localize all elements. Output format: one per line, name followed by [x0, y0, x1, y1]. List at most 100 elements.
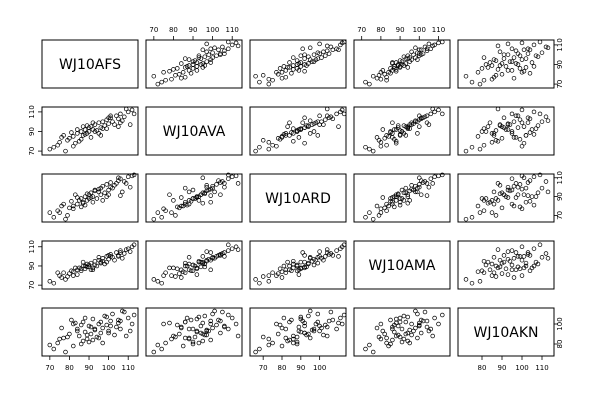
data-point: [317, 328, 322, 334]
data-point: [501, 259, 507, 265]
variable-label: WJ10AMA: [368, 258, 435, 274]
data-point: [521, 265, 527, 271]
data-point: [513, 113, 519, 119]
data-point: [216, 253, 221, 258]
data-point: [186, 57, 192, 62]
data-point: [307, 45, 313, 51]
tick-label: 70: [556, 80, 564, 89]
data-point: [392, 204, 397, 210]
panels: WJ10AFS WJ10AVA WJ10ARD WJ10AMA WJ10AKN: [41, 39, 555, 357]
data-point: [67, 205, 72, 211]
data-point: [395, 332, 401, 338]
data-point: [266, 342, 272, 348]
data-point: [69, 130, 74, 135]
data-point: [334, 326, 339, 332]
data-point: [341, 312, 347, 318]
data-point: [216, 317, 221, 323]
data-point: [436, 40, 441, 46]
data-point: [519, 40, 525, 46]
data-point: [112, 183, 117, 188]
data-point: [533, 259, 539, 265]
data-point: [509, 262, 515, 268]
data-point: [497, 49, 503, 55]
data-point: [511, 135, 517, 140]
data-point: [123, 181, 129, 186]
data-point: [378, 143, 384, 149]
data-point: [304, 332, 309, 338]
tick-label: 100: [515, 364, 528, 372]
data-point: [100, 119, 105, 124]
data-point: [194, 272, 200, 277]
data-point: [279, 343, 285, 349]
data-point: [260, 138, 266, 143]
data-point: [338, 315, 343, 321]
data-point: [75, 127, 80, 132]
data-point: [440, 39, 445, 45]
data-point: [515, 113, 521, 119]
data-point: [384, 77, 389, 83]
data-point: [491, 201, 497, 207]
data-point: [397, 315, 403, 321]
data-point: [188, 199, 194, 204]
data-point: [481, 198, 487, 203]
data-point: [413, 189, 418, 195]
data-point: [323, 117, 328, 122]
data-point: [222, 184, 227, 190]
data-point: [411, 328, 416, 334]
panel-4-4: WJ10AKN: [457, 307, 555, 357]
data-point: [384, 142, 389, 148]
data-point: [179, 61, 184, 66]
data-point: [102, 190, 107, 196]
data-point: [422, 179, 428, 184]
panel-1-3: [353, 106, 451, 156]
data-point: [380, 328, 386, 334]
data-point: [311, 59, 317, 64]
data-point: [317, 113, 322, 119]
data-point: [317, 51, 322, 56]
data-point: [509, 46, 515, 52]
data-point: [392, 322, 397, 328]
data-point: [88, 135, 94, 140]
data-point: [96, 335, 102, 341]
data-point: [507, 59, 513, 64]
panel-frame: [145, 240, 243, 290]
data-point: [182, 263, 188, 269]
data-point: [367, 342, 372, 348]
data-point: [212, 256, 217, 261]
data-point: [436, 107, 441, 113]
data-point: [531, 132, 537, 137]
data-point: [424, 120, 430, 125]
data-point: [378, 70, 384, 75]
data-point: [390, 120, 395, 125]
data-point: [122, 251, 127, 256]
data-point: [283, 270, 289, 275]
data-point: [98, 319, 104, 325]
data-point: [94, 196, 100, 201]
data-point: [300, 318, 305, 324]
data-point: [409, 332, 414, 338]
data-point: [302, 140, 307, 146]
data-point: [370, 73, 376, 79]
data-point: [155, 210, 161, 215]
data-point: [291, 340, 296, 346]
data-point: [90, 316, 96, 322]
data-point: [90, 199, 96, 205]
data-point: [424, 324, 430, 330]
data-point: [489, 140, 495, 145]
panel-frame: [457, 240, 555, 290]
data-point: [47, 279, 53, 284]
data-point: [495, 247, 501, 252]
data-point: [511, 55, 517, 60]
data-point: [485, 65, 491, 70]
data-point: [531, 246, 537, 251]
data-point: [511, 75, 517, 81]
data-point: [513, 181, 519, 186]
tick-label: 70: [556, 211, 564, 220]
data-point: [376, 213, 382, 218]
data-point: [527, 130, 533, 135]
data-point: [417, 124, 422, 129]
data-point: [399, 326, 405, 332]
data-point: [108, 254, 113, 259]
data-point: [127, 122, 133, 127]
data-point: [519, 120, 525, 125]
